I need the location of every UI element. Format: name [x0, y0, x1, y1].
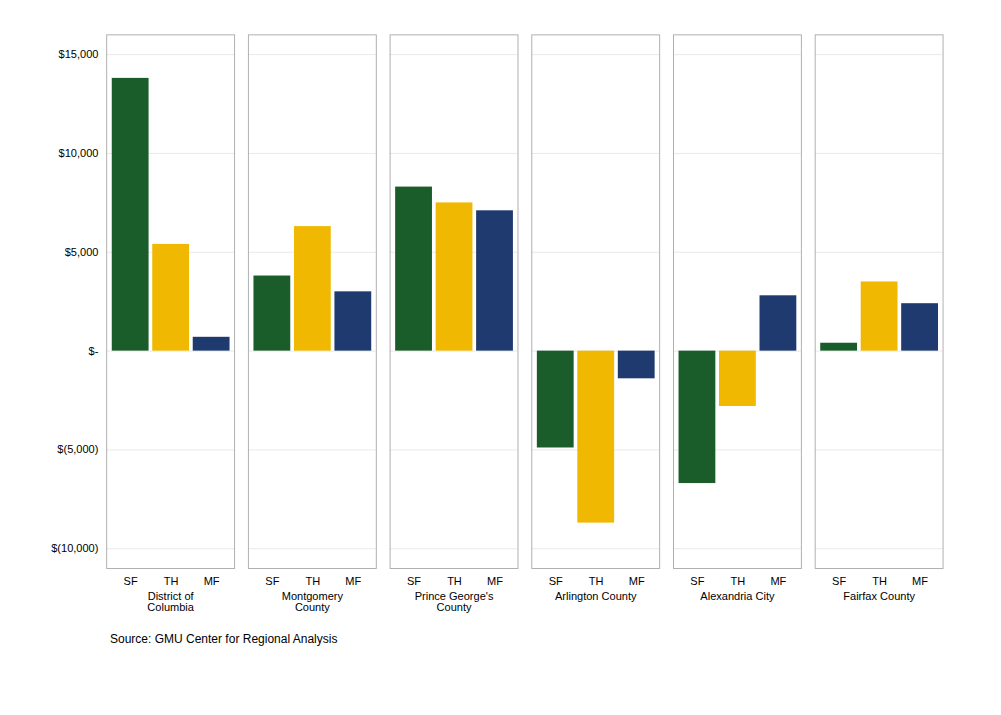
svg-text:$15,000: $15,000	[59, 48, 99, 60]
svg-text:MF: MF	[487, 575, 503, 587]
svg-text:SF: SF	[407, 575, 421, 587]
svg-text:SF: SF	[265, 575, 279, 587]
svg-text:SF: SF	[124, 575, 138, 587]
svg-text:$(5,000): $(5,000)	[57, 443, 98, 455]
svg-text:TH: TH	[872, 575, 887, 587]
svg-text:MF: MF	[204, 575, 220, 587]
svg-text:$5,000: $5,000	[65, 246, 99, 258]
svg-text:MF: MF	[770, 575, 786, 587]
svg-text:Alexandria City: Alexandria City	[700, 590, 775, 602]
html-text:Source: GMU Center for Regiona: Source: GMU Center for Regional Analysis	[110, 632, 338, 647]
svg-text:Arlington County: Arlington County	[555, 590, 637, 602]
svg-text:SF: SF	[690, 575, 704, 587]
svg-text:TH: TH	[447, 575, 462, 587]
svg-text:$-: $-	[89, 345, 99, 357]
svg-text:TH: TH	[731, 575, 746, 587]
svg-text:$(10,000): $(10,000)	[51, 542, 98, 554]
svg-text:SF: SF	[549, 575, 563, 587]
svg-text:TH: TH	[305, 575, 320, 587]
svg-text:Prince George'sCounty: Prince George'sCounty	[415, 590, 494, 613]
svg-text:$10,000: $10,000	[59, 147, 99, 159]
svg-text:MontgomeryCounty: MontgomeryCounty	[282, 590, 344, 613]
svg-text:MF: MF	[629, 575, 645, 587]
svg-text:MF: MF	[345, 575, 361, 587]
svg-text:SF: SF	[832, 575, 846, 587]
svg-text:MF: MF	[912, 575, 928, 587]
svg-text:TH: TH	[589, 575, 604, 587]
svg-text:Fairfax County: Fairfax County	[843, 590, 915, 602]
svg-text:TH: TH	[164, 575, 179, 587]
svg-text:District ofColumbia: District ofColumbia	[147, 590, 194, 613]
